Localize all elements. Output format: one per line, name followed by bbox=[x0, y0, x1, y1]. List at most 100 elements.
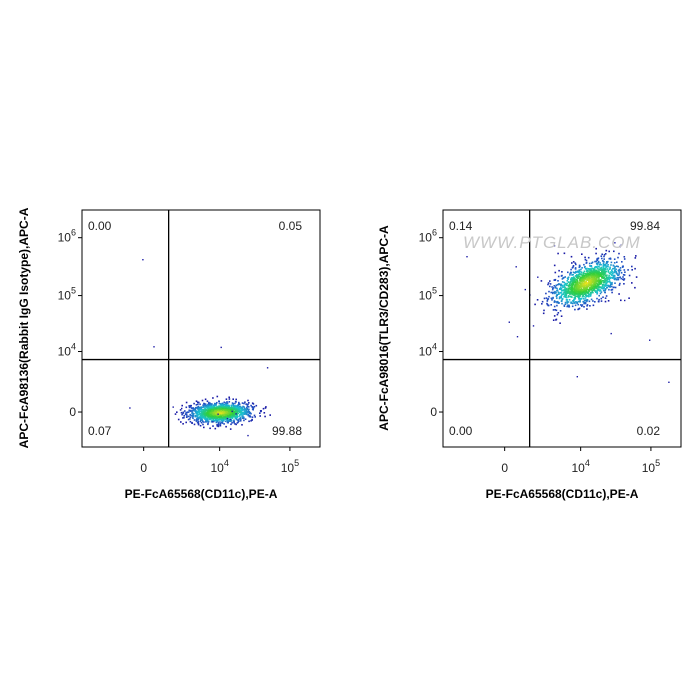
event-dot bbox=[250, 420, 252, 422]
event-dot bbox=[216, 395, 219, 398]
event-dot bbox=[587, 295, 590, 298]
event-dot bbox=[197, 416, 200, 419]
event-dot bbox=[212, 415, 214, 418]
event-dot bbox=[590, 271, 592, 274]
event-dot bbox=[607, 264, 609, 266]
event-dot bbox=[206, 419, 209, 421]
event-dot bbox=[215, 421, 218, 424]
event-dot bbox=[601, 280, 604, 282]
event-dot bbox=[554, 309, 556, 311]
event-dot bbox=[562, 277, 564, 279]
event-dot bbox=[187, 415, 190, 418]
event-dot bbox=[582, 276, 585, 279]
event-dot bbox=[589, 272, 591, 275]
event-dot bbox=[193, 423, 196, 426]
event-dot bbox=[214, 427, 217, 430]
event-dot bbox=[572, 283, 574, 286]
event-dot bbox=[574, 267, 577, 269]
event-dot bbox=[206, 417, 208, 420]
event-dot bbox=[212, 411, 215, 414]
event-dot bbox=[584, 272, 587, 275]
event-dot bbox=[606, 268, 609, 270]
event-dot bbox=[597, 285, 599, 287]
event-dot bbox=[211, 416, 213, 419]
event-dot bbox=[219, 424, 222, 427]
event-dot bbox=[221, 413, 223, 416]
event-dot bbox=[234, 400, 237, 403]
event-dot bbox=[234, 423, 236, 425]
event-dot bbox=[595, 290, 597, 292]
event-dot bbox=[621, 266, 624, 268]
event-dot bbox=[203, 411, 205, 414]
tick-exponent: 5 bbox=[71, 286, 76, 296]
event-dot bbox=[607, 285, 610, 288]
event-dot bbox=[610, 261, 613, 264]
event-dot bbox=[184, 410, 186, 412]
event-dot bbox=[588, 280, 591, 282]
event-dot bbox=[581, 253, 583, 255]
event-dot bbox=[582, 291, 584, 293]
event-dot bbox=[565, 296, 568, 299]
event-dot bbox=[200, 419, 202, 422]
event-dot bbox=[212, 421, 214, 423]
event-dot bbox=[585, 281, 587, 283]
event-dot bbox=[599, 267, 601, 269]
event-dot bbox=[572, 291, 575, 293]
event-dot bbox=[577, 294, 579, 297]
event-dot bbox=[213, 419, 216, 422]
event-dot bbox=[195, 420, 198, 422]
event-dot bbox=[572, 300, 574, 302]
event-dot bbox=[216, 414, 218, 417]
event-dot bbox=[562, 293, 565, 296]
event-dot bbox=[536, 299, 539, 301]
event-dot bbox=[237, 412, 239, 415]
event-dot bbox=[570, 301, 572, 303]
event-dot bbox=[214, 413, 216, 416]
event-dot bbox=[606, 274, 608, 276]
event-dot bbox=[216, 412, 218, 415]
event-dot bbox=[611, 288, 613, 291]
event-dot bbox=[572, 266, 574, 268]
event-dot bbox=[558, 269, 560, 272]
event-dot bbox=[616, 261, 618, 263]
event-dot bbox=[231, 422, 233, 424]
event-dot bbox=[242, 412, 244, 414]
event-dot bbox=[198, 410, 200, 412]
tick-base: 10 bbox=[58, 345, 72, 359]
event-dot bbox=[231, 417, 234, 419]
event-dot bbox=[247, 410, 250, 412]
event-dot bbox=[603, 255, 605, 258]
event-dot bbox=[228, 398, 231, 400]
event-dot bbox=[620, 299, 622, 302]
event-dot bbox=[573, 296, 576, 299]
event-dot bbox=[581, 304, 584, 306]
event-dot bbox=[614, 277, 617, 279]
event-dot bbox=[597, 260, 600, 263]
event-dot bbox=[603, 272, 605, 274]
tick-base: 10 bbox=[419, 289, 433, 303]
event-dot bbox=[574, 304, 577, 307]
event-dot bbox=[599, 280, 602, 283]
event-dot bbox=[229, 407, 232, 409]
event-dot bbox=[570, 286, 573, 288]
event-dot bbox=[198, 413, 201, 416]
event-dot bbox=[215, 407, 217, 410]
event-dot bbox=[210, 421, 213, 423]
event-dot bbox=[581, 290, 583, 292]
event-dot bbox=[560, 295, 563, 298]
event-dot bbox=[570, 268, 572, 271]
event-dot bbox=[189, 413, 191, 416]
event-dot bbox=[248, 420, 250, 423]
event-dot bbox=[597, 279, 600, 282]
event-dot bbox=[602, 276, 605, 279]
event-dot bbox=[187, 411, 190, 413]
event-dot bbox=[573, 286, 576, 288]
event-dot bbox=[620, 272, 623, 274]
event-dot bbox=[219, 404, 222, 406]
event-dot bbox=[225, 414, 227, 416]
event-dot bbox=[207, 411, 209, 413]
event-dot bbox=[604, 253, 607, 255]
event-dot bbox=[569, 284, 571, 287]
event-dot bbox=[571, 290, 574, 293]
event-dot bbox=[203, 417, 205, 420]
